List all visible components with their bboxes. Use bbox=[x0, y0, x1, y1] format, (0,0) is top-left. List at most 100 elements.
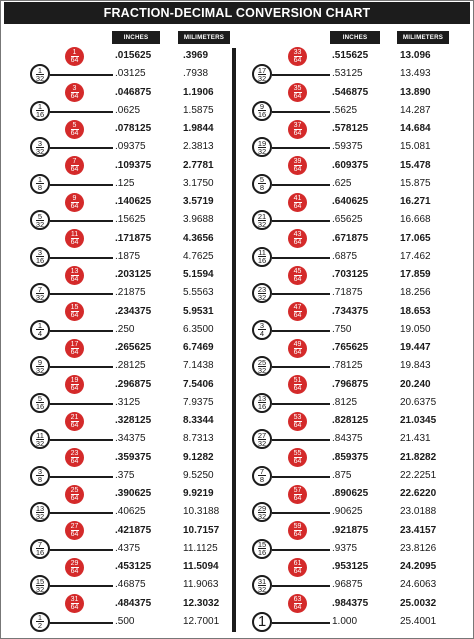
fraction-badge: 5 16 bbox=[30, 392, 50, 413]
millimeters-value: 11.5094 bbox=[183, 561, 219, 572]
table-row: 3 64 .046875 1.1906 bbox=[4, 83, 234, 102]
table-row: 17 32 .53125 13.493 bbox=[240, 64, 470, 85]
table-row: 9 32 .28125 7.1438 bbox=[4, 356, 234, 377]
table-row: 49 64 .765625 19.447 bbox=[240, 338, 470, 358]
leader-line bbox=[50, 548, 113, 551]
fraction-numerator: 53 bbox=[293, 413, 302, 421]
millimeters-value: 22.6220 bbox=[400, 488, 437, 499]
table-row: 27 32 .84375 21.431 bbox=[240, 429, 470, 450]
inches-value: .84375 bbox=[332, 433, 363, 445]
fraction-denominator: 16 bbox=[35, 548, 45, 558]
table-row: 41 64 .640625 16.271 bbox=[240, 192, 470, 212]
table-row: 47 64 .734375 18.653 bbox=[240, 302, 470, 321]
fraction-numerator: 37 bbox=[293, 121, 302, 129]
inches-value: .609375 bbox=[332, 159, 369, 171]
fraction-denominator: 2 bbox=[36, 621, 44, 631]
fraction-numerator: 5 bbox=[37, 394, 43, 404]
fraction-badge: 9 16 bbox=[252, 100, 272, 121]
table-row: 13 64 .203125 5.1594 bbox=[4, 265, 234, 285]
millimeters-value: 3.9688 bbox=[183, 214, 214, 226]
fraction-badge: 11 64 bbox=[65, 229, 84, 248]
fraction-badge: 49 64 bbox=[288, 338, 307, 358]
leader-line bbox=[50, 183, 113, 186]
fraction-numerator: 41 bbox=[293, 194, 302, 202]
fraction-badge: 15 16 bbox=[252, 538, 272, 559]
fraction-denominator: 64 bbox=[293, 128, 302, 137]
fraction-numerator: 25 bbox=[257, 357, 267, 367]
inches-value: .625 bbox=[332, 177, 352, 189]
inches-value: .890625 bbox=[332, 488, 369, 499]
fraction-denominator: 32 bbox=[35, 73, 45, 83]
millimeters-value: 15.875 bbox=[400, 177, 431, 189]
millimeters-value: 10.7157 bbox=[183, 524, 220, 536]
fraction-denominator: 64 bbox=[293, 238, 302, 246]
inches-value: .234375 bbox=[115, 305, 152, 317]
table-row: 1 4 .250 6.3500 bbox=[4, 319, 234, 340]
table-row: 9 64 .140625 3.5719 bbox=[4, 192, 234, 212]
fraction-badge: 29 32 bbox=[252, 502, 272, 523]
leader-line bbox=[272, 293, 330, 296]
table-row: 29 64 .453125 11.5094 bbox=[4, 557, 234, 577]
fraction-numerator: 19 bbox=[257, 138, 267, 148]
fraction-denominator: 64 bbox=[70, 603, 79, 611]
fraction-numerator: 5 bbox=[37, 211, 43, 221]
table-row: 9 16 .5625 14.287 bbox=[240, 100, 470, 121]
fraction-badge: 47 64 bbox=[288, 302, 307, 321]
inches-value: .40625 bbox=[115, 506, 146, 518]
table-row: 1 64 .015625 .3969 bbox=[4, 46, 234, 66]
table-row: 25 32 .78125 19.843 bbox=[240, 356, 470, 377]
fraction-numerator: 23 bbox=[70, 450, 79, 457]
table-row: 21 64 .328125 8.3344 bbox=[4, 411, 234, 431]
fraction-whole: 1 bbox=[257, 613, 267, 631]
inches-value: .796875 bbox=[332, 378, 369, 390]
fraction-badge: 37 64 bbox=[288, 119, 307, 139]
fraction-badge: 1 16 bbox=[30, 100, 50, 121]
table-row: 15 16 .9375 23.8126 bbox=[240, 538, 470, 559]
inches-value: .703125 bbox=[332, 269, 369, 280]
inches-value: .734375 bbox=[332, 305, 369, 317]
fraction-numerator: 13 bbox=[257, 394, 267, 404]
fraction-numerator: 11 bbox=[36, 430, 44, 440]
table-row: 45 64 .703125 17.859 bbox=[240, 265, 470, 285]
fraction-denominator: 64 bbox=[293, 530, 302, 538]
leader-line bbox=[50, 256, 113, 259]
inches-value: .515625 bbox=[332, 50, 369, 61]
fraction-badge: 31 32 bbox=[252, 575, 272, 596]
leader-line bbox=[50, 329, 113, 332]
table-row: 57 64 .890625 22.6220 bbox=[240, 484, 470, 504]
fraction-numerator: 35 bbox=[293, 85, 302, 92]
millimeters-value: 24.6063 bbox=[400, 579, 437, 591]
fraction-numerator: 13 bbox=[70, 267, 79, 275]
inches-value: .203125 bbox=[115, 269, 152, 280]
fraction-denominator: 64 bbox=[70, 55, 79, 64]
millimeters-value: 13.493 bbox=[400, 68, 431, 80]
right-conversion-column: 33 64.515625 13.096 17 32.53125 13.493 35 64.54… bbox=[240, 46, 470, 637]
leader-line bbox=[272, 220, 330, 223]
inches-value: .750 bbox=[332, 323, 352, 335]
fraction-badge: 15 64 bbox=[65, 302, 84, 321]
fraction-denominator: 32 bbox=[35, 365, 45, 375]
fraction-denominator: 8 bbox=[36, 183, 44, 193]
fraction-numerator: 11 bbox=[258, 248, 266, 258]
table-row: 5 32 .15625 3.9688 bbox=[4, 210, 234, 231]
inches-value: .640625 bbox=[332, 196, 369, 207]
fraction-denominator: 64 bbox=[70, 128, 79, 137]
inches-value: .875 bbox=[332, 469, 352, 481]
table-row: 31 64 .484375 12.3032 bbox=[4, 594, 234, 613]
table-row: 37 64 .578125 14.684 bbox=[240, 119, 470, 139]
fraction-numerator: 1 bbox=[37, 175, 43, 185]
leader-line bbox=[50, 147, 113, 150]
fraction-badge: 7 64 bbox=[65, 156, 84, 175]
fraction-denominator: 32 bbox=[35, 146, 45, 156]
millimeters-value: 17.462 bbox=[400, 250, 431, 262]
leader-line bbox=[272, 439, 330, 442]
millimeters-value: 15.081 bbox=[400, 141, 431, 153]
fraction-badge: 59 64 bbox=[288, 521, 307, 540]
millimeters-value: .7938 bbox=[183, 68, 209, 80]
fraction-denominator: 64 bbox=[70, 420, 79, 429]
millimeters-value: 19.843 bbox=[400, 360, 431, 372]
fraction-badge: 51 64 bbox=[288, 375, 307, 394]
millimeters-value: 5.5563 bbox=[183, 287, 214, 299]
millimeters-value: 1.9844 bbox=[183, 123, 214, 134]
